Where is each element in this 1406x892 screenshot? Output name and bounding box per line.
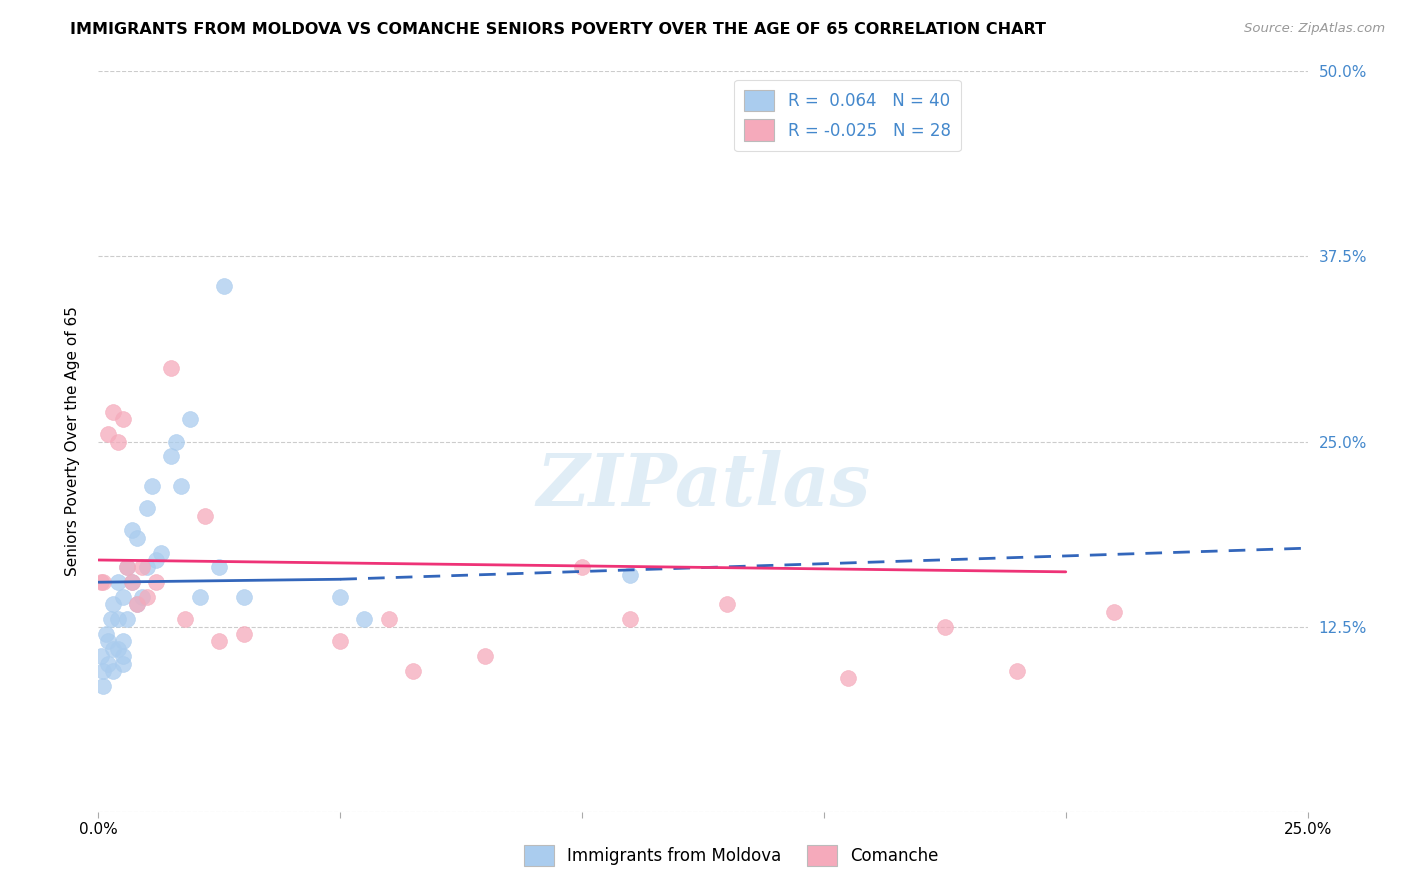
Point <box>117 560 139 574</box>
Point <box>101 598 124 612</box>
Point <box>111 649 134 664</box>
Point <box>111 412 134 426</box>
Point <box>232 627 254 641</box>
Point <box>111 634 134 648</box>
Point <box>94 627 117 641</box>
Point <box>127 598 149 612</box>
Point <box>111 657 134 671</box>
Point <box>107 575 129 590</box>
Point <box>91 664 114 678</box>
Y-axis label: Seniors Poverty Over the Age of 65: Seniors Poverty Over the Age of 65 <box>65 307 80 576</box>
Point <box>101 641 124 656</box>
Point <box>121 575 143 590</box>
Point <box>474 649 496 664</box>
Point <box>837 672 859 686</box>
Point <box>232 590 254 604</box>
Point <box>97 634 120 648</box>
Point <box>90 575 112 590</box>
Text: ZIPatlas: ZIPatlas <box>536 450 870 522</box>
Point <box>141 479 163 493</box>
Point <box>135 560 157 574</box>
Legend: Immigrants from Moldova, Comanche: Immigrants from Moldova, Comanche <box>517 838 945 873</box>
Point <box>402 664 425 678</box>
Point <box>571 560 593 574</box>
Point <box>934 619 956 633</box>
Text: Source: ZipAtlas.com: Source: ZipAtlas.com <box>1244 22 1385 36</box>
Point <box>131 560 153 574</box>
Point <box>353 612 375 626</box>
Point <box>127 531 149 545</box>
Point <box>121 575 143 590</box>
Point <box>208 560 231 574</box>
Point <box>107 612 129 626</box>
Point <box>100 612 122 626</box>
Point <box>127 598 149 612</box>
Point <box>107 641 129 656</box>
Point <box>111 590 134 604</box>
Point <box>165 434 187 449</box>
Point <box>619 567 641 582</box>
Point <box>208 634 231 648</box>
Point <box>117 612 139 626</box>
Text: IMMIGRANTS FROM MOLDOVA VS COMANCHE SENIORS POVERTY OVER THE AGE OF 65 CORRELATI: IMMIGRANTS FROM MOLDOVA VS COMANCHE SENI… <box>70 22 1046 37</box>
Point <box>377 612 399 626</box>
Point <box>174 612 197 626</box>
Point <box>135 590 157 604</box>
Point <box>97 657 120 671</box>
Point <box>101 405 124 419</box>
Point <box>160 450 183 464</box>
Point <box>329 590 352 604</box>
Point <box>135 501 157 516</box>
Point <box>716 598 738 612</box>
Point <box>329 634 352 648</box>
Point <box>212 279 235 293</box>
Point <box>91 679 114 693</box>
Legend: R =  0.064   N = 40, R = -0.025   N = 28: R = 0.064 N = 40, R = -0.025 N = 28 <box>734 79 960 151</box>
Point <box>160 360 183 375</box>
Point <box>179 412 201 426</box>
Point <box>131 590 153 604</box>
Point <box>91 575 114 590</box>
Point <box>101 664 124 678</box>
Point <box>188 590 211 604</box>
Point <box>619 612 641 626</box>
Point <box>107 434 129 449</box>
Point <box>90 649 112 664</box>
Point <box>194 508 217 523</box>
Point <box>150 546 173 560</box>
Point <box>121 524 143 538</box>
Point <box>1007 664 1029 678</box>
Point <box>1102 605 1125 619</box>
Point <box>145 553 167 567</box>
Point <box>117 560 139 574</box>
Point <box>169 479 191 493</box>
Point <box>145 575 167 590</box>
Point <box>97 427 120 442</box>
